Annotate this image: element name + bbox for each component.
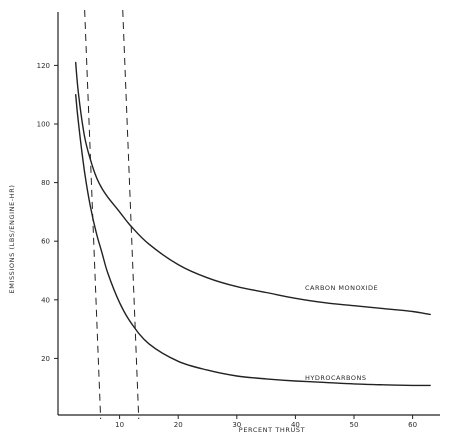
carbon-monoxide-label: CARBON MONOXIDE: [305, 284, 378, 292]
x-tick-label: 20: [174, 421, 183, 429]
y-tick-label: 120: [37, 62, 50, 70]
hydrocarbons-label: HYDROCARBONS: [305, 374, 366, 382]
y-tick-label: 20: [41, 355, 50, 363]
reference-line-dashed: [122, 9, 140, 420]
x-axis-title: PERCENT THRUST: [239, 426, 305, 434]
carbon-monoxide-curve: [75, 61, 431, 316]
x-axis-ticks: 10 20 30 40 50 60: [115, 415, 417, 429]
x-tick-label: 40: [291, 421, 300, 429]
y-tick-label: 100: [37, 121, 50, 129]
x-tick-label: 10: [115, 421, 124, 429]
y-axis-ticks: 20 40 60 80 100 120: [37, 62, 58, 363]
x-tick-label: 30: [232, 421, 241, 429]
y-axis-title: EMISSIONS (LBS/ENGINE-HR): [8, 185, 16, 294]
hydrocarbons-curve: [75, 94, 431, 387]
reference-lines: [84, 9, 140, 420]
y-tick-label: 40: [41, 296, 50, 304]
x-tick-label: 60: [408, 421, 417, 429]
y-tick-label: 80: [41, 179, 50, 187]
y-tick-label: 60: [41, 238, 50, 246]
series-curves: [75, 61, 431, 387]
axes: [57, 12, 440, 416]
x-tick-label: 50: [350, 421, 359, 429]
